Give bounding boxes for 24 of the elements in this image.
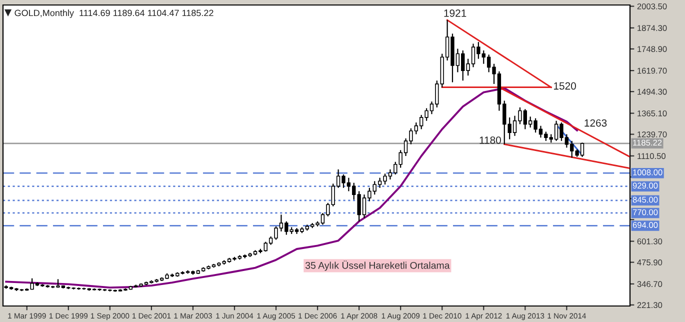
annotation: 1263 [584,119,607,127]
ref-line-label: 770.00 [632,209,658,216]
ref-line-label: 1185.22 [633,140,662,146]
annotation: 1180 [480,136,501,144]
y-tick-label: 1494.30 [638,88,667,95]
y-tick-label: 1748.90 [638,46,667,52]
y-tick-label: 221.30 [637,302,662,308]
ref-line-label: 845.00 [632,196,658,203]
y-tick-label: 1365.10 [638,110,667,116]
chart-title: GOLD,Monthly 1114.69 1189.64 1104.47 1185.22 [14,10,214,18]
ref-line-label: 929.00 [632,182,658,189]
series-label: 35 Aylık Üssel Hareketli Ortalama [305,260,450,271]
y-tick-label: 346.70 [637,281,662,288]
y-tick-label: 1110.50 [638,153,666,160]
y-tick-label: 1619.70 [638,68,667,74]
y-tick-label: 1239.70 [638,131,667,138]
annotation: 1921 [444,9,466,17]
y-tick-label: 1874.30 [638,25,667,32]
y-tick-label: 2003.50 [637,3,667,10]
annotation: 1520 [554,82,576,90]
y-tick-label: 475.90 [637,259,662,266]
ref-line-label: 694.00 [632,222,658,228]
y-tick-label: 601.30 [637,238,662,244]
ref-line-label: 1008.00 [633,169,662,176]
